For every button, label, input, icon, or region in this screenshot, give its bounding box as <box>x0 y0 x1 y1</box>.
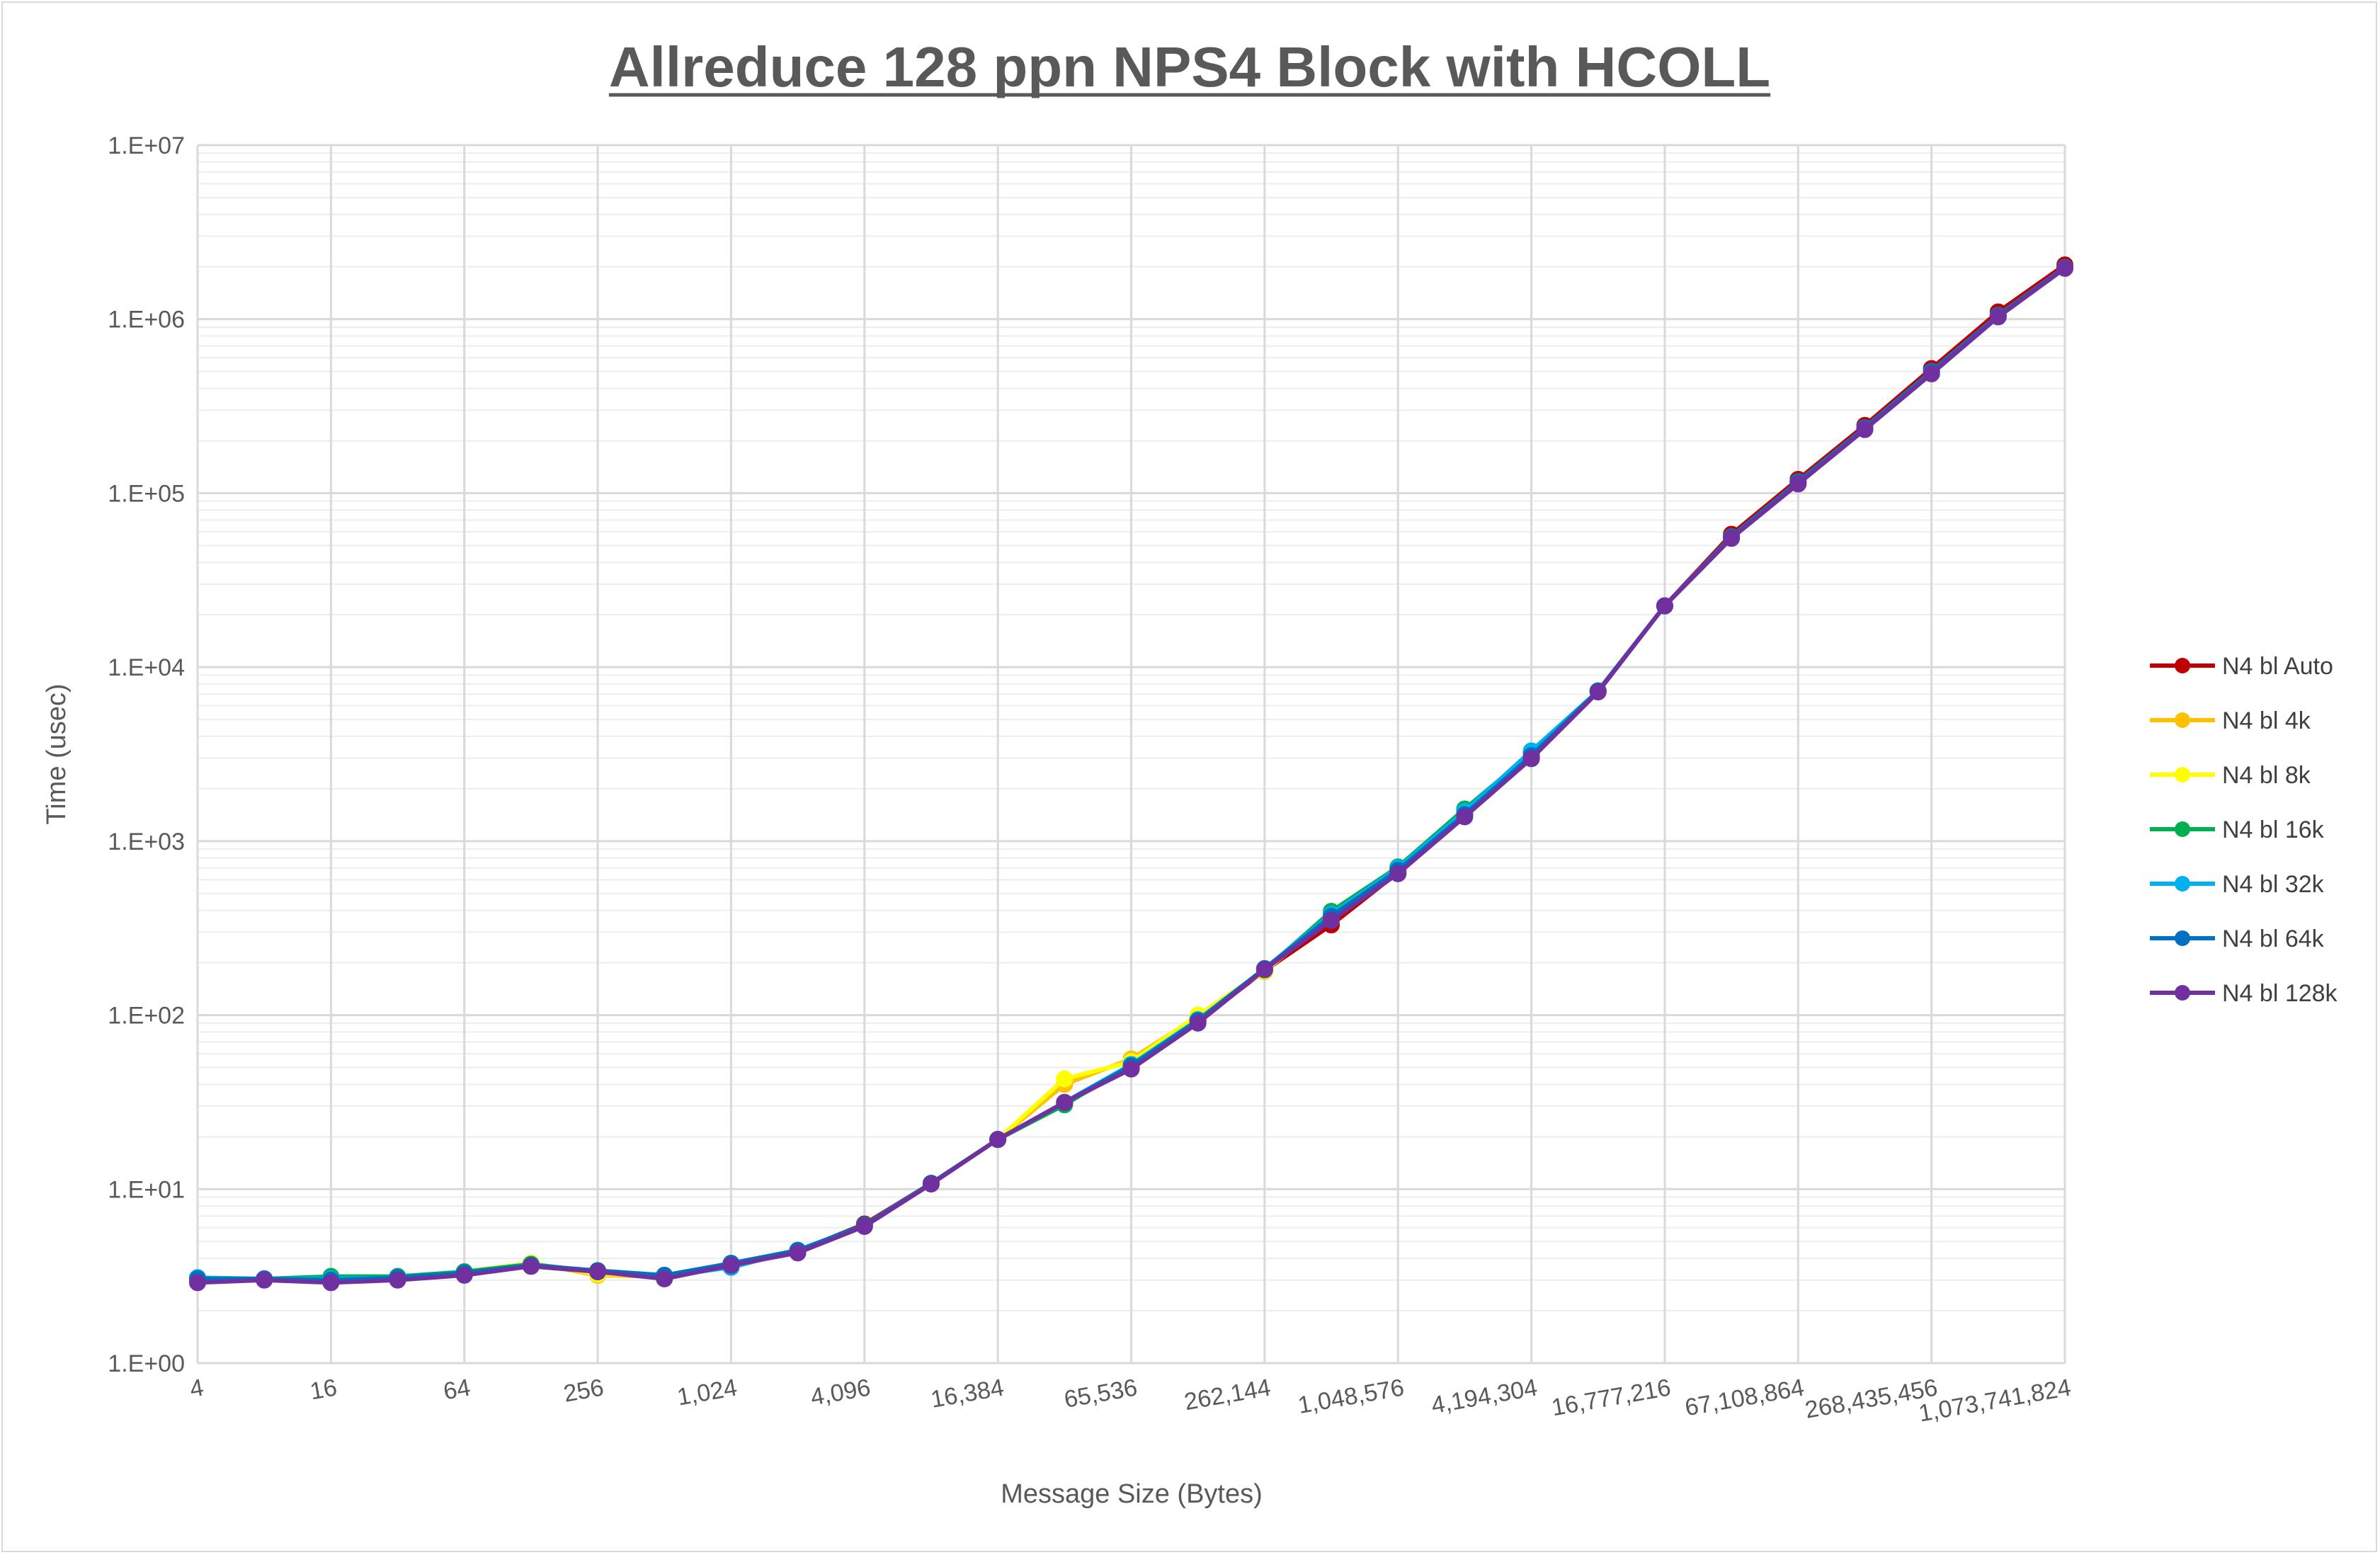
legend-label: N4 bl 4k <box>2222 707 2311 734</box>
data-point <box>656 1270 673 1288</box>
y-tick-label: 1.E+06 <box>108 307 185 334</box>
legend-swatch-marker <box>2175 821 2190 837</box>
legend-label: N4 bl 16k <box>2222 816 2325 843</box>
legend-label: N4 bl Auto <box>2222 653 2333 680</box>
data-point <box>1723 530 1741 547</box>
major-gridlines <box>196 144 2066 1365</box>
x-tick-label: 256 <box>562 1374 605 1407</box>
data-point <box>322 1274 340 1292</box>
data-point <box>1456 808 1474 826</box>
legend-item: N4 bl 8k <box>2150 762 2311 789</box>
y-tick-label: 1.E+03 <box>108 828 185 855</box>
legend-swatch-marker <box>2175 876 2190 892</box>
legend-label: N4 bl 32k <box>2222 871 2325 898</box>
legend-swatch-marker <box>2175 767 2190 782</box>
data-point <box>989 1131 1007 1149</box>
data-point <box>389 1271 406 1289</box>
data-point <box>789 1244 807 1262</box>
legend-label: N4 bl 8k <box>2222 762 2311 789</box>
data-point <box>1389 865 1407 882</box>
x-tick-label: 1,073,741,824 <box>1917 1374 2073 1427</box>
data-point <box>1856 421 1874 438</box>
x-tick-label: 262,144 <box>1183 1374 1273 1416</box>
x-axis-title: Message Size (Bytes) <box>1001 1479 1263 1509</box>
x-tick-label: 4,194,304 <box>1429 1374 1539 1419</box>
legend-label: N4 bl 64k <box>2222 925 2325 952</box>
x-tick-label: 16 <box>308 1374 339 1405</box>
data-point <box>1323 911 1340 929</box>
legend-item: N4 bl 16k <box>2150 816 2325 843</box>
data-point <box>256 1271 273 1289</box>
x-tick-label: 65,536 <box>1062 1374 1139 1413</box>
data-point <box>1656 597 1673 615</box>
data-point <box>1789 475 1807 493</box>
x-tick-label: 16,384 <box>929 1374 1006 1413</box>
chart-title: Allreduce 128 ppn NPS4 Block with HCOLL <box>609 35 1770 98</box>
legend-item: N4 bl 128k <box>2150 980 2338 1007</box>
data-point <box>1056 1070 1074 1088</box>
data-point <box>1189 1014 1207 1032</box>
legend-label: N4 bl 128k <box>2222 980 2338 1007</box>
data-point <box>189 1274 206 1292</box>
y-axis-tick-labels: 1.E+00 1.E+01 1.E+02 1.E+03 1.E+04 1.E+05 1.E+… <box>108 132 185 1377</box>
legend-swatch-marker <box>2175 930 2190 946</box>
y-tick-label: 1.E+00 <box>108 1350 185 1377</box>
data-point <box>1989 308 2007 326</box>
data-point <box>722 1256 740 1274</box>
y-tick-label: 1.E+02 <box>108 1003 185 1030</box>
x-tick-label: 1,048,576 <box>1296 1374 1406 1419</box>
legend-swatch-marker <box>2175 712 2190 728</box>
legend-swatch-marker <box>2175 658 2190 673</box>
x-tick-label: 1,024 <box>675 1374 739 1411</box>
legend: N4 bl Auto N4 bl 4k N4 bl 8k N4 bl 16k N4 bl… <box>2150 653 2338 1007</box>
y-axis-title: Time (usec) <box>42 683 72 824</box>
y-tick-label: 1.E+05 <box>108 480 185 507</box>
data-point <box>1256 961 1273 979</box>
series-n4-bl-128k <box>189 259 2073 1292</box>
x-tick-label: 67,108,864 <box>1682 1374 1806 1421</box>
data-point <box>2056 259 2073 277</box>
x-tick-label: 4,096 <box>809 1374 872 1411</box>
y-tick-label: 1.E+07 <box>108 132 185 159</box>
data-point <box>1056 1093 1074 1111</box>
data-point <box>1122 1060 1140 1078</box>
data-point <box>1589 683 1607 701</box>
x-tick-label: 64 <box>441 1374 472 1405</box>
data-point <box>922 1175 940 1193</box>
x-tick-label: 16,777,216 <box>1549 1374 1673 1421</box>
legend-item: N4 bl 64k <box>2150 925 2325 952</box>
legend-item: N4 bl Auto <box>2150 653 2333 680</box>
y-tick-label: 1.E+01 <box>108 1176 185 1203</box>
data-point <box>1522 750 1540 768</box>
y-tick-label: 1.E+04 <box>108 654 185 681</box>
data-point <box>589 1263 607 1280</box>
data-point <box>1923 365 1940 382</box>
legend-item: N4 bl 4k <box>2150 707 2311 734</box>
data-point <box>522 1258 540 1275</box>
data-point <box>455 1266 473 1284</box>
data-point <box>855 1218 873 1236</box>
x-tick-label: 4 <box>188 1374 205 1403</box>
legend-swatch-marker <box>2175 985 2190 1001</box>
legend-item: N4 bl 32k <box>2150 871 2325 898</box>
x-axis-tick-labels: 4 16 64 256 1,024 4,096 16,384 65,536 262,144 1,0… <box>188 1374 2073 1427</box>
series-layer <box>189 256 2073 1292</box>
